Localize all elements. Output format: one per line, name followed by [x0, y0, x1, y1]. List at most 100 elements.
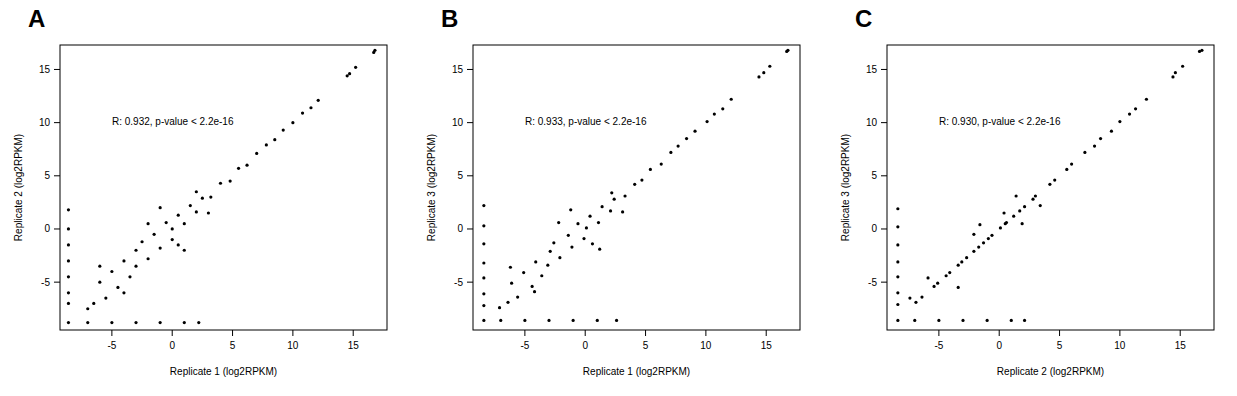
point [615, 319, 618, 322]
point [482, 319, 485, 322]
point [914, 301, 917, 304]
plot-frame [60, 45, 387, 330]
panel-label: C [855, 5, 872, 32]
point [588, 215, 591, 218]
point [570, 245, 573, 248]
tick-mark [467, 175, 473, 176]
point [86, 321, 89, 324]
tick-mark [292, 330, 293, 336]
point [896, 319, 899, 322]
point [128, 275, 131, 278]
point [1048, 183, 1051, 186]
point [201, 197, 204, 200]
point [960, 260, 963, 263]
point [558, 256, 561, 259]
point [1021, 222, 1024, 225]
point [348, 72, 351, 75]
point [1065, 168, 1068, 171]
tick-mark [524, 330, 525, 336]
tick-mark [766, 330, 767, 336]
point [926, 276, 929, 279]
tick-label: 5 [457, 170, 463, 181]
tick-label: 5 [643, 340, 649, 351]
point [896, 260, 899, 263]
tick-label: 10 [866, 117, 878, 128]
point [171, 238, 174, 241]
tick-label: -5 [520, 340, 529, 351]
tick-mark [467, 282, 473, 283]
point [1110, 130, 1113, 133]
point [621, 210, 624, 213]
point [219, 182, 222, 185]
point [183, 321, 186, 324]
axis-label: Replicate 2 (log2RPKM) [13, 134, 24, 241]
tick-label: 0 [169, 340, 175, 351]
point [1171, 75, 1174, 78]
tick-label: 10 [39, 117, 51, 128]
point [482, 204, 485, 207]
point [1053, 178, 1056, 181]
tick-label: -5 [934, 340, 943, 351]
point [189, 204, 192, 207]
point [134, 321, 137, 324]
axis-label: Replicate 1 (log2RPKM) [170, 366, 277, 377]
tick-label: -5 [868, 277, 877, 288]
point [948, 271, 951, 274]
point [597, 221, 600, 224]
point [1010, 319, 1013, 322]
tick-label: 15 [452, 64, 464, 75]
tick-mark [467, 122, 473, 123]
point [499, 319, 502, 322]
point [207, 211, 210, 214]
point [245, 164, 248, 167]
point [1034, 194, 1037, 197]
point [134, 265, 137, 268]
point [122, 291, 125, 294]
tick-label: 15 [761, 340, 773, 351]
point [785, 50, 788, 53]
point [609, 209, 612, 212]
point [533, 290, 536, 293]
point [1099, 137, 1102, 140]
axis-label: Replicate 3 (log2RPKM) [426, 134, 437, 241]
tick-label: 5 [871, 170, 877, 181]
point [546, 264, 549, 267]
point [978, 223, 981, 226]
point [116, 286, 119, 289]
point [937, 319, 940, 322]
point [482, 242, 485, 245]
point [757, 75, 760, 78]
point [1023, 205, 1026, 208]
tick-label: 5 [44, 170, 50, 181]
point [159, 247, 162, 250]
point [610, 191, 613, 194]
point [549, 250, 552, 253]
point [896, 303, 899, 306]
point [945, 274, 948, 277]
point [623, 194, 626, 197]
point [498, 306, 501, 309]
tick-label: 10 [452, 117, 464, 128]
point [576, 222, 579, 225]
panel-label: B [441, 5, 458, 32]
point [92, 302, 95, 305]
tick-label: 0 [996, 340, 1002, 351]
point [1002, 211, 1005, 214]
point [908, 296, 911, 299]
point [534, 260, 537, 263]
point [482, 304, 485, 307]
point [195, 190, 198, 193]
point [957, 286, 960, 289]
point [67, 321, 70, 324]
point [122, 259, 125, 262]
point [693, 130, 696, 133]
point [1145, 98, 1148, 101]
point [669, 151, 672, 154]
point [896, 207, 899, 210]
point [229, 180, 232, 183]
point [98, 281, 101, 284]
point [509, 266, 512, 269]
point [585, 226, 588, 229]
figure: A-5051015-5051015Replicate 1 (log2RPKM)R… [0, 0, 1237, 396]
tick-mark [1059, 330, 1060, 336]
